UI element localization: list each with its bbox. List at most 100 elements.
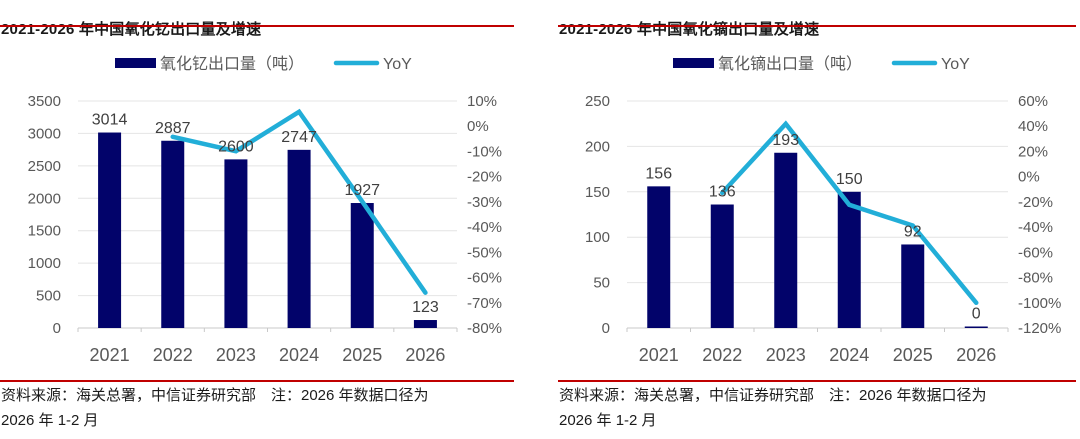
bar-series (647, 152, 988, 328)
svg-text:123: 123 (412, 299, 439, 316)
svg-text:-30%: -30% (467, 194, 502, 211)
svg-text:60%: 60% (1018, 93, 1048, 110)
bar-2022 (161, 140, 185, 328)
panel-yttrium-oxide-export: 2021-2026 年中国氧化钇出口量及增速 0 500 1000 1500 2000 2… (0, 0, 518, 439)
svg-text:3000: 3000 (28, 125, 61, 142)
bar-2021 (98, 132, 122, 328)
yttrium-export-chart: 0 500 1000 1500 2000 2500 3000 3500 10% 0% -10% -20… (28, 55, 502, 365)
svg-text:-60%: -60% (1018, 244, 1053, 261)
svg-text:200: 200 (585, 138, 610, 155)
bar-value-labels: 156 136 193 150 92 0 (645, 132, 980, 323)
svg-text:2023: 2023 (216, 345, 256, 365)
svg-text:-80%: -80% (467, 320, 502, 337)
x-axis-ticks (626, 328, 1009, 332)
bar-2024 (287, 149, 311, 328)
bar-value-labels: 3014 2887 2600 2747 1927 123 (92, 112, 439, 317)
svg-text:-50%: -50% (467, 244, 502, 261)
svg-text:0: 0 (602, 320, 610, 337)
source-note: 资料来源：海关总署，中信证券研究部 注：2026 年数据口径为 2026 年 1-… (559, 383, 1080, 433)
svg-text:-100%: -100% (1018, 295, 1061, 312)
svg-text:-20%: -20% (1018, 194, 1053, 211)
svg-text:-10%: -10% (467, 143, 502, 160)
svg-text:0%: 0% (467, 118, 489, 135)
bar-2026 (964, 326, 988, 328)
svg-text:193: 193 (772, 132, 799, 149)
svg-text:1000: 1000 (28, 255, 61, 272)
footer-divider (0, 380, 514, 382)
bar-2023 (224, 159, 248, 328)
svg-text:0%: 0% (1018, 169, 1040, 186)
legend-bar-label: 氧化钇出口量（吨） (160, 55, 304, 73)
source-note-line2: 2026 年 1-2 月 (559, 412, 657, 429)
svg-text:-70%: -70% (467, 295, 502, 312)
svg-text:2500: 2500 (28, 158, 61, 175)
svg-text:1927: 1927 (344, 182, 380, 199)
yoy-line (720, 120, 979, 306)
svg-text:50: 50 (593, 275, 610, 292)
bar-2025 (350, 203, 374, 328)
bar-series (98, 132, 437, 328)
bar-2021 (647, 186, 671, 328)
bar-2025 (901, 244, 925, 328)
source-note: 资料来源：海关总署，中信证券研究部 注：2026 年数据口径为 2026 年 1-… (1, 383, 518, 433)
svg-text:92: 92 (904, 223, 922, 240)
legend: 氧化钇出口量（吨） YoY (115, 55, 412, 73)
gridlines (627, 100, 1008, 329)
svg-text:136: 136 (709, 184, 736, 201)
svg-text:3500: 3500 (28, 93, 61, 110)
legend-bar-swatch (673, 58, 714, 68)
footer-divider (558, 380, 1076, 382)
svg-text:250: 250 (585, 93, 610, 110)
svg-text:2026: 2026 (405, 345, 445, 365)
legend: 氧化镝出口量（吨） YoY (673, 55, 970, 73)
svg-text:2024: 2024 (279, 345, 319, 365)
svg-text:150: 150 (585, 184, 610, 201)
svg-text:2000: 2000 (28, 190, 61, 207)
legend-bar-label: 氧化镝出口量（吨） (718, 55, 862, 73)
svg-text:156: 156 (645, 165, 672, 182)
svg-text:40%: 40% (1018, 118, 1048, 135)
svg-text:2023: 2023 (766, 345, 806, 365)
svg-text:2022: 2022 (153, 345, 193, 365)
x-axis-ticks (77, 328, 458, 332)
right-axis-labels: 60% 40% 20% 0% -20% -40% -60% -80% -100% -120% (1018, 93, 1061, 337)
svg-text:2600: 2600 (218, 138, 254, 155)
legend-line-label: YoY (941, 56, 970, 73)
svg-text:3014: 3014 (92, 112, 128, 129)
x-axis-labels: 2021 2022 2023 2024 2025 2026 (90, 345, 446, 365)
svg-text:2021: 2021 (639, 345, 679, 365)
svg-text:-60%: -60% (467, 270, 502, 287)
left-axis-labels: 0 50 100 150 200 250 (585, 93, 610, 337)
title-underline (558, 25, 1076, 27)
right-axis-labels: 10% 0% -10% -20% -30% -40% -50% -60% -70% -80% (467, 93, 502, 337)
source-note-line1: 资料来源：海关总署，中信证券研究部 注：2026 年数据口径为 (1, 387, 429, 404)
svg-text:2025: 2025 (342, 345, 382, 365)
gridlines (78, 100, 457, 329)
svg-text:2026: 2026 (956, 345, 996, 365)
svg-text:2025: 2025 (893, 345, 933, 365)
yoy-line (170, 108, 428, 295)
x-axis-labels: 2021 2022 2023 2024 2025 2026 (639, 345, 997, 365)
svg-text:20%: 20% (1018, 143, 1048, 160)
svg-text:-40%: -40% (467, 219, 502, 236)
bar-2026 (413, 320, 437, 328)
svg-text:10%: 10% (467, 93, 497, 110)
svg-text:2887: 2887 (155, 120, 191, 137)
svg-text:1500: 1500 (28, 223, 61, 240)
panel-dysprosium-oxide-export: 2021-2026 年中国氧化镝出口量及增速 0 50 100 150 200 250 60… (558, 0, 1080, 439)
svg-text:2024: 2024 (829, 345, 869, 365)
svg-text:-40%: -40% (1018, 219, 1053, 236)
svg-text:-80%: -80% (1018, 270, 1053, 287)
svg-text:2021: 2021 (90, 345, 130, 365)
svg-text:2747: 2747 (281, 129, 317, 146)
svg-text:2022: 2022 (702, 345, 742, 365)
svg-text:100: 100 (585, 229, 610, 246)
svg-text:0: 0 (53, 320, 61, 337)
bar-2024 (837, 191, 861, 328)
chart-title-dysprosium: 2021-2026 年中国氧化镝出口量及增速 (559, 21, 820, 38)
legend-line-label: YoY (383, 56, 412, 73)
bar-2023 (774, 152, 798, 328)
svg-text:-120%: -120% (1018, 320, 1061, 337)
legend-bar-swatch (115, 58, 156, 68)
